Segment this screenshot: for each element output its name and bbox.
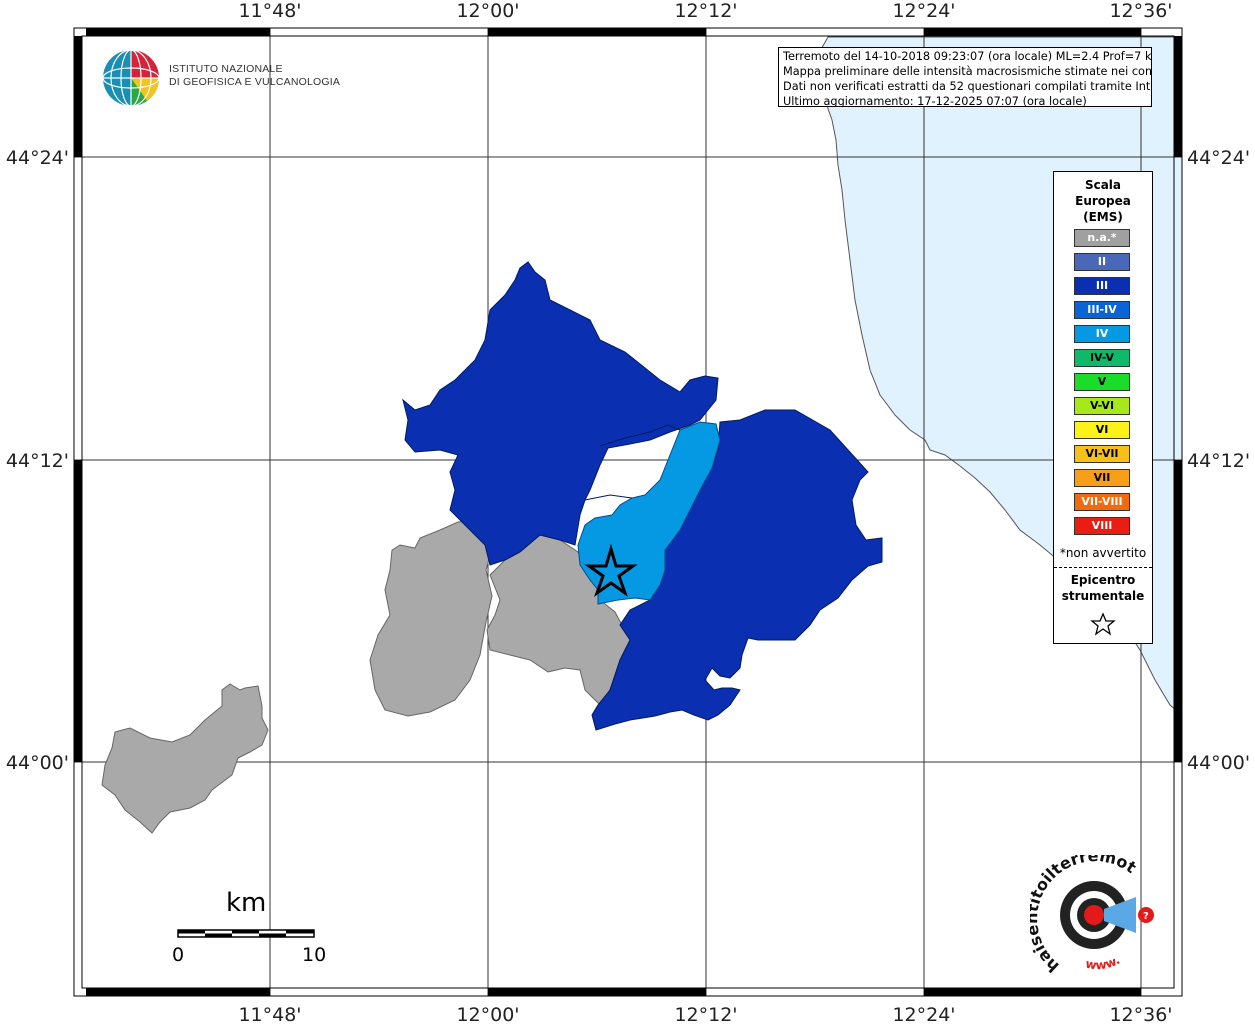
lon-tick-label: 12°12' bbox=[674, 1004, 737, 1024]
map-frame bbox=[73, 27, 1183, 997]
lon-tick-label: 12°00' bbox=[456, 1004, 519, 1024]
globe-icon bbox=[102, 49, 160, 107]
lat-tick-label: 44°00' bbox=[1187, 752, 1250, 774]
info-line: Terremoto del 14-10-2018 09:23:07 (ora l… bbox=[783, 50, 1152, 63]
info-line: Mappa preliminare delle intensità macros… bbox=[783, 65, 1152, 78]
ingv-logo bbox=[101, 48, 161, 112]
lat-tick-label: 44°12' bbox=[6, 450, 69, 472]
legend-swatch: n.a.* bbox=[1074, 229, 1130, 247]
legend-swatch: VII-VIII bbox=[1074, 493, 1130, 511]
legend-note: *non avvertito bbox=[1059, 546, 1147, 560]
epicenter-star-icon bbox=[584, 543, 638, 597]
lat-tick-label: 44°12' bbox=[1187, 450, 1250, 472]
info-glyph: ? bbox=[1143, 911, 1149, 922]
star-icon bbox=[1090, 612, 1116, 636]
latitude-labels-right: 44°24' 44°12' 44°00' bbox=[1187, 147, 1250, 774]
ems-legend: Scala Europea (EMS) n.a.* II III III-IV IV IV… bbox=[1053, 171, 1153, 644]
logo-prefix-text: www. bbox=[1084, 953, 1122, 972]
legend-swatch: IV bbox=[1074, 325, 1130, 343]
legend-title: Scala Europea (EMS) bbox=[1054, 177, 1152, 225]
lon-tick-label: 12°00' bbox=[456, 0, 519, 22]
lon-tick-label: 12°36' bbox=[1109, 0, 1172, 22]
legend-epicenter-line: strumentale bbox=[1061, 589, 1145, 603]
scale-bar-max: 10 bbox=[302, 944, 327, 966]
legend-swatch: VII bbox=[1074, 469, 1130, 487]
latitude-labels-left: 44°24' 44°12' 44°00' bbox=[6, 147, 69, 774]
lat-tick-label: 44°00' bbox=[6, 752, 69, 774]
scale-bar-min: 0 bbox=[172, 944, 185, 966]
legend-divider bbox=[1054, 567, 1152, 568]
institute-line-2: DI GEOFISICA E VULCANOLOGIA bbox=[169, 76, 341, 88]
institute-name: ISTITUTO NAZIONALE DI GEOFISICA E VULCAN… bbox=[169, 63, 340, 89]
lon-tick-label: 12°24' bbox=[892, 0, 955, 22]
scale-bar-unit: km bbox=[226, 888, 267, 918]
lon-tick-label: 12°12' bbox=[674, 0, 737, 22]
lat-tick-label: 44°24' bbox=[1187, 147, 1250, 169]
legend-swatch: VIII bbox=[1074, 517, 1130, 535]
lon-tick-label: 11°48' bbox=[238, 1004, 301, 1024]
legend-swatch: VI bbox=[1074, 421, 1130, 439]
info-line: Dati non verificati estratti da 52 quest… bbox=[783, 80, 1152, 93]
region-intensity-III bbox=[402, 261, 883, 731]
scale-bar bbox=[177, 929, 315, 938]
legend-swatch: II bbox=[1074, 253, 1130, 271]
legend-title-line: (EMS) bbox=[1083, 210, 1123, 224]
lon-tick-label: 11°48' bbox=[238, 0, 301, 22]
legend-swatch: V bbox=[1074, 373, 1130, 391]
legend-title-line: Europea bbox=[1075, 194, 1131, 208]
legend-swatch: III-IV bbox=[1074, 301, 1130, 319]
lat-tick-label: 44°24' bbox=[6, 147, 69, 169]
municipal-borders bbox=[584, 424, 681, 501]
info-line: Ultimo aggiornamento: 17-12-2025 07:07 (… bbox=[783, 95, 1087, 107]
legend-swatch: III bbox=[1074, 277, 1130, 295]
legend-title-line: Scala bbox=[1084, 178, 1122, 192]
legend-epicenter-label: Epicentro strumentale bbox=[1054, 572, 1152, 604]
legend-swatch: V-VI bbox=[1074, 397, 1130, 415]
legend-items: n.a.* II III III-IV IV IV-V V V-VI VI VI-VII VII VI… bbox=[1074, 229, 1130, 541]
earthquake-info-box: Terremoto del 14-10-2018 09:23:07 (ora l… bbox=[778, 47, 1152, 107]
legend-swatch: VI-VII bbox=[1074, 445, 1130, 463]
haisentito-logo-icon: ? haisentitoilterremoto.it www. bbox=[1022, 840, 1154, 976]
haisentito-logo: ? haisentitoilterremoto.it www. bbox=[1022, 840, 1170, 984]
institute-line-1: ISTITUTO NAZIONALE bbox=[169, 63, 283, 75]
longitude-labels-bottom: 11°48' 12°00' 12°12' 12°24' 12°36' bbox=[238, 1004, 1172, 1024]
longitude-labels-top: 11°48' 12°00' 12°12' 12°24' 12°36' bbox=[238, 0, 1172, 22]
legend-swatch: IV-V bbox=[1074, 349, 1130, 367]
lon-tick-label: 12°24' bbox=[892, 1004, 955, 1024]
lon-tick-label: 12°36' bbox=[1109, 1004, 1172, 1024]
legend-epicenter-line: Epicentro bbox=[1070, 573, 1136, 587]
